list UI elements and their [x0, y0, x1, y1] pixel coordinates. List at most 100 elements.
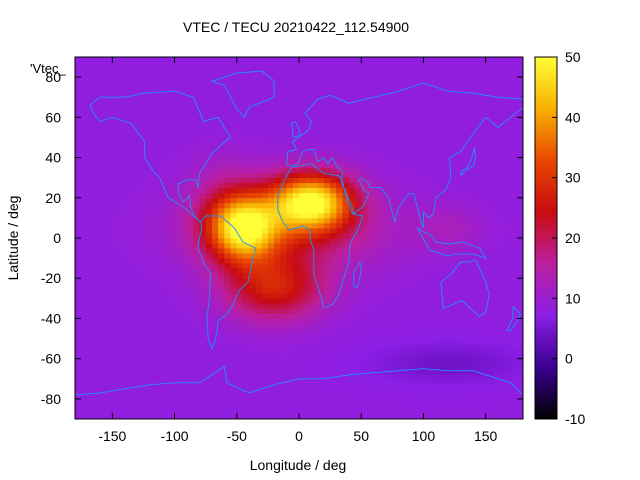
- heatmap-cell: [211, 142, 219, 148]
- heatmap-cell: [131, 177, 138, 184]
- heatmap-cell: [485, 97, 493, 103]
- heatmap-cell: [460, 378, 468, 385]
- heatmap-cell: [292, 217, 300, 224]
- heatmap-cell: [392, 383, 399, 390]
- heatmap-cell: [348, 227, 356, 234]
- heatmap-cell: [106, 323, 113, 329]
- heatmap-cell: [485, 248, 493, 254]
- heatmap-cell: [311, 383, 319, 390]
- heatmap-cell: [131, 167, 138, 174]
- heatmap-cell: [124, 202, 132, 209]
- heatmap-cell: [485, 127, 493, 133]
- heatmap-cell: [454, 308, 462, 314]
- heatmap-cell: [199, 157, 207, 163]
- heatmap-cell: [267, 97, 275, 103]
- heatmap-cell: [255, 293, 263, 299]
- heatmap-cell: [261, 102, 269, 108]
- heatmap-cell: [373, 147, 381, 153]
- heatmap-cell: [392, 212, 399, 219]
- heatmap-cell: [180, 107, 188, 113]
- heatmap-cell: [460, 202, 468, 209]
- heatmap-cell: [411, 308, 418, 314]
- heatmap-cell: [218, 162, 225, 169]
- heatmap-cell: [292, 177, 300, 184]
- heatmap-cell: [292, 288, 300, 294]
- heatmap-cell: [292, 132, 300, 138]
- heatmap-cell: [429, 212, 437, 219]
- heatmap-cell: [274, 82, 281, 88]
- heatmap-cell: [479, 318, 487, 324]
- heatmap-cell: [224, 162, 231, 169]
- heatmap-cell: [180, 132, 188, 138]
- heatmap-cell: [299, 328, 306, 334]
- heatmap-cell: [311, 162, 319, 169]
- heatmap-cell: [373, 353, 381, 360]
- heatmap-cell: [274, 192, 281, 199]
- heatmap-cell: [87, 358, 95, 365]
- heatmap-cell: [211, 348, 219, 355]
- heatmap-cell: [373, 408, 381, 415]
- heatmap-cell: [267, 338, 275, 344]
- heatmap-cell: [143, 393, 151, 400]
- heatmap-cell: [224, 187, 231, 194]
- heatmap-cell: [131, 398, 138, 405]
- heatmap-cell: [491, 338, 499, 344]
- heatmap-cell: [193, 288, 200, 294]
- heatmap-cell: [473, 278, 480, 284]
- heatmap-cell: [174, 232, 182, 239]
- heatmap-cell: [81, 97, 88, 103]
- heatmap-cell: [454, 97, 462, 103]
- heatmap-cell: [429, 308, 437, 314]
- heatmap-cell: [230, 278, 238, 284]
- heatmap-cell: [106, 338, 113, 344]
- heatmap-cell: [404, 253, 412, 259]
- heatmap-cell: [299, 172, 306, 179]
- heatmap-cell: [504, 147, 511, 153]
- heatmap-cell: [398, 278, 406, 284]
- heatmap-cell: [323, 172, 331, 179]
- heatmap-cell: [168, 403, 175, 410]
- heatmap-cell: [162, 388, 169, 395]
- heatmap-cell: [448, 308, 455, 314]
- heatmap-cell: [118, 368, 126, 375]
- heatmap-cell: [305, 77, 312, 83]
- heatmap-cell: [236, 222, 244, 229]
- heatmap-cell: [155, 112, 163, 118]
- heatmap-cell: [174, 207, 182, 214]
- heatmap-cell: [404, 92, 412, 98]
- heatmap-cell: [504, 82, 511, 88]
- heatmap-cell: [342, 273, 350, 279]
- heatmap-cell: [330, 72, 337, 78]
- heatmap-cell: [180, 383, 188, 390]
- heatmap-cell: [218, 408, 225, 415]
- heatmap-cell: [149, 72, 157, 78]
- heatmap-cell: [224, 288, 231, 294]
- heatmap-cell: [118, 373, 126, 380]
- heatmap-cell: [224, 363, 231, 370]
- heatmap-cell: [479, 167, 487, 174]
- heatmap-cell: [199, 348, 207, 355]
- heatmap-cell: [193, 363, 200, 370]
- heatmap-cell: [516, 283, 524, 289]
- heatmap-cell: [411, 343, 418, 350]
- heatmap-cell: [435, 197, 443, 204]
- heatmap-cell: [398, 107, 406, 113]
- heatmap-cell: [143, 172, 151, 179]
- heatmap-cell: [174, 378, 182, 385]
- heatmap-cell: [311, 107, 319, 113]
- heatmap-cell: [373, 383, 381, 390]
- heatmap-cell: [479, 358, 487, 365]
- heatmap-cell: [367, 388, 375, 395]
- heatmap-cell: [398, 197, 406, 204]
- heatmap-cell: [187, 388, 194, 395]
- heatmap-cell: [336, 273, 343, 279]
- heatmap-cell: [367, 413, 375, 420]
- heatmap-cell: [435, 403, 443, 410]
- heatmap-cell: [274, 318, 281, 324]
- heatmap-cell: [504, 278, 511, 284]
- heatmap-cell: [330, 117, 337, 123]
- heatmap-cell: [510, 137, 518, 143]
- heatmap-cell: [442, 167, 449, 174]
- heatmap-cell: [516, 308, 524, 314]
- heatmap-cell: [417, 408, 424, 415]
